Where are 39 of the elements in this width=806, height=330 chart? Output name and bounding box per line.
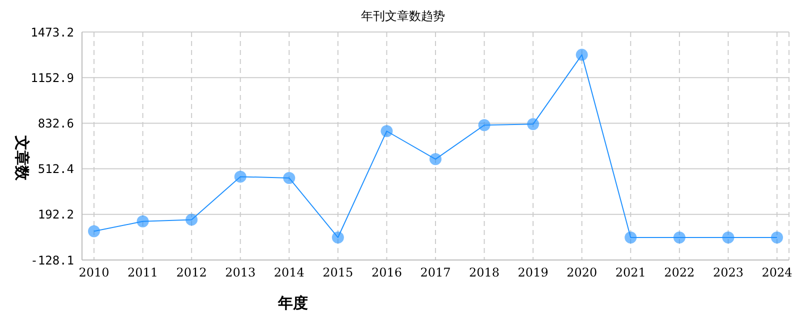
x-tick-label: 2019 [518, 266, 548, 280]
x-tick-label: 2016 [371, 266, 402, 280]
chart-title: 年刊文章数趋势 [360, 8, 446, 25]
x-tick-label: 2015 [322, 266, 354, 280]
y-tick-label: 512.4 [38, 162, 74, 176]
x-tick-label: 2013 [225, 266, 256, 280]
point [283, 172, 296, 184]
point [430, 153, 442, 166]
point [624, 231, 637, 244]
point [186, 214, 198, 226]
y-tick-label: -128.1 [30, 253, 74, 268]
x-tick-label: 2012 [176, 266, 207, 280]
x-tick-label: 2017 [420, 266, 451, 280]
y-tick-label: 192.2 [38, 208, 74, 222]
y-tick-label: 1473.2 [30, 25, 74, 40]
point [234, 170, 246, 183]
y-axis-title: 文章数 [13, 134, 31, 182]
y-tick-label: 832.6 [38, 116, 74, 130]
x-tick-label: 2018 [469, 266, 500, 280]
point [88, 225, 100, 238]
x-tick-label: 2023 [712, 266, 744, 280]
x-tick-label: 2011 [128, 266, 158, 280]
point [576, 48, 588, 61]
point [771, 231, 783, 244]
x-tick-label: 2020 [566, 266, 598, 280]
x-tick-label: 2024 [762, 266, 793, 280]
point [673, 231, 686, 244]
x-tick-label: 2010 [78, 266, 110, 280]
point [136, 215, 149, 228]
point [722, 231, 734, 244]
x-axis-title: 年度 [278, 294, 308, 313]
x-tick-label: 2022 [664, 266, 695, 280]
point [332, 231, 344, 244]
x-tick-label: 2014 [274, 266, 305, 280]
y-tick-label: 1152.9 [30, 70, 74, 85]
point [380, 125, 393, 138]
x-tick-label: 2021 [615, 266, 646, 280]
point [478, 119, 490, 132]
point [527, 118, 540, 130]
